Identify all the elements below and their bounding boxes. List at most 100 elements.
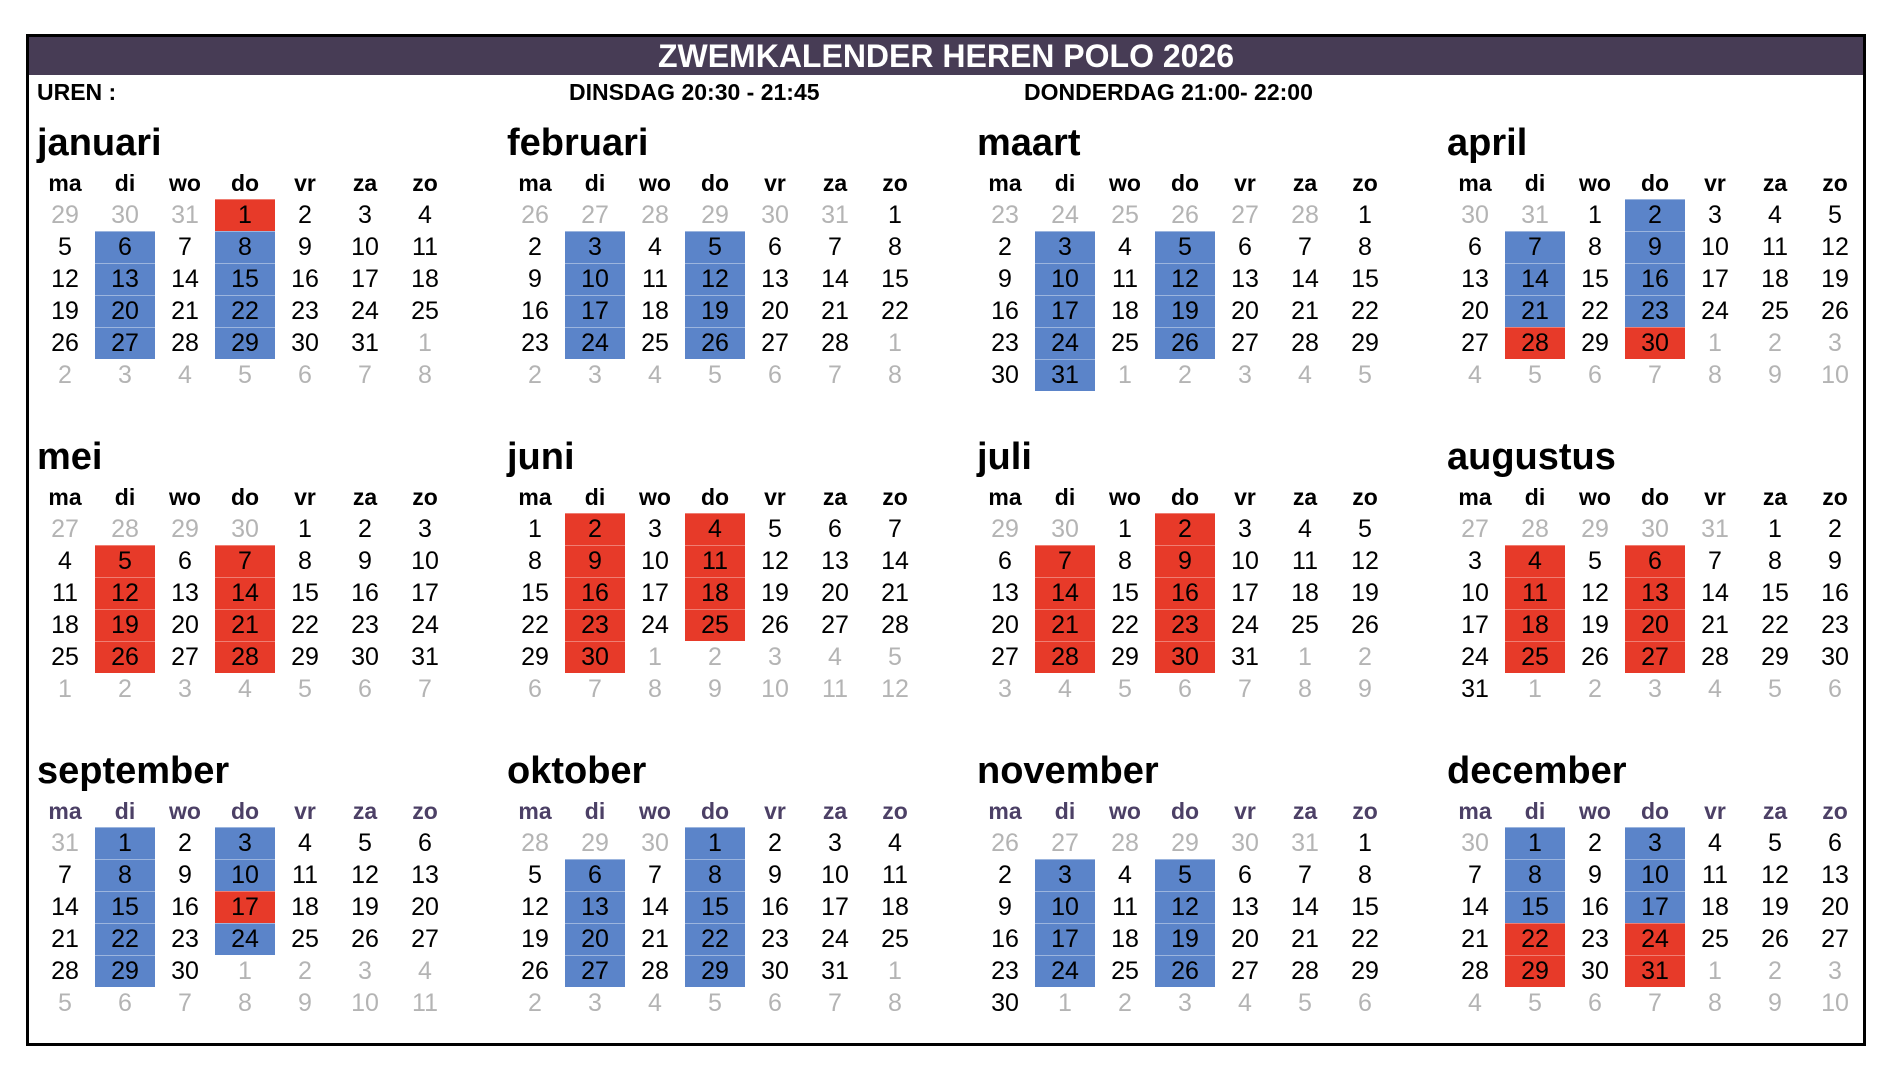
month-weeks: 27 28 29 30 1 2 3 4 5 6 7 8 9 10 11 12 13 14 15 16 17 18 19 20 2…: [35, 513, 455, 705]
weekday-label: zo: [882, 170, 908, 196]
day-cell: 10: [351, 233, 379, 261]
day-cell: 4: [418, 201, 432, 229]
day-cell: 30: [1581, 957, 1609, 985]
week-row: 13 14 15 16 17 18 19: [975, 577, 1395, 609]
day-cell: 8: [298, 547, 312, 575]
day-cell-adjacent: 4: [1298, 361, 1312, 389]
day-cell: 29: [1581, 329, 1609, 357]
day-cell: 4: [1118, 861, 1132, 889]
day-cell-adjacent: 7: [358, 361, 372, 389]
day-cell: 25: [291, 925, 319, 953]
day-cell-adjacent: 9: [708, 675, 722, 703]
week-row: 2 3 4 5 6 7 8: [35, 359, 455, 391]
day-cell-training-blue: 8: [1505, 859, 1565, 891]
weekday-label: zo: [1352, 798, 1378, 824]
weekday-label: ma: [518, 484, 552, 510]
day-cell-training-blue: 29: [215, 327, 275, 359]
day-cell-highlight-red: 23: [565, 609, 625, 641]
week-row: 29 30 1 2 3 4 5: [505, 641, 925, 673]
month-weeks: 30 31 1 2 3 4 5 6 7 8 9 10 11 12 13 14 15 16 17 18 19 20 21 22 2…: [1445, 199, 1865, 391]
day-cell: 11: [292, 861, 318, 889]
weekday-label: wo: [169, 798, 201, 824]
day-cell: 19: [51, 297, 79, 325]
month-title: juni: [507, 436, 575, 478]
day-cell-highlight-red: 1: [215, 199, 275, 231]
weekday-label: ma: [988, 484, 1022, 510]
week-row: 5 6 7 8 9 10 11: [35, 231, 455, 263]
day-cell: 7: [178, 233, 192, 261]
weekday-label: ma: [1458, 484, 1492, 510]
weekday-label: za: [1762, 798, 1788, 824]
weekday-label: wo: [1579, 484, 1611, 510]
day-cell-adjacent: 29: [1581, 515, 1609, 543]
month-weeks: 30 1 2 3 4 5 6 7 8 9 10 11 12 13 14 15 16 17 18 19 20 21 22 23 2…: [1445, 827, 1865, 1019]
week-row: 26 27 28 29 30 31 1: [35, 327, 455, 359]
weekday-label: zo: [412, 798, 438, 824]
weekday-header-row: ma di wo do vr za zo: [975, 169, 1395, 199]
day-cell: 2: [1588, 829, 1602, 857]
day-cell-highlight-red: 25: [1505, 641, 1565, 673]
weekday-label: di: [114, 484, 136, 510]
day-cell-adjacent: 2: [298, 957, 312, 985]
day-cell-adjacent: 7: [1648, 361, 1662, 389]
day-cell-training-blue: 12: [1155, 263, 1215, 295]
weekday-header-row: ma di wo do vr za zo: [975, 483, 1395, 513]
day-cell: 11: [1292, 547, 1318, 575]
day-cell-adjacent: 4: [1058, 675, 1072, 703]
day-cell: 14: [881, 547, 909, 575]
day-cell-adjacent: 28: [1521, 515, 1549, 543]
day-cell-adjacent: 7: [1648, 989, 1662, 1017]
months-grid: januari ma di wo do vr za zo 29 30 31 1 2 3 4 5 6 7 8 9 10…: [29, 111, 1863, 1019]
week-row: 22 23 24 25 26 27 28: [505, 609, 925, 641]
weekday-label: vr: [294, 484, 316, 510]
day-cell: 16: [1821, 579, 1849, 607]
day-cell: 1: [1358, 829, 1372, 857]
day-cell: 20: [821, 579, 849, 607]
day-cell: 7: [888, 515, 902, 543]
day-cell: 24: [641, 611, 669, 639]
day-cell: 21: [1291, 925, 1319, 953]
day-cell-adjacent: 30: [111, 201, 139, 229]
day-cell: 27: [1461, 329, 1489, 357]
day-cell: 16: [291, 265, 319, 293]
day-cell-training-blue: 10: [1625, 859, 1685, 891]
day-cell: 9: [998, 893, 1012, 921]
month-title: maart: [977, 122, 1081, 164]
day-cell: 19: [351, 893, 379, 921]
day-cell: 2: [998, 233, 1012, 261]
weekday-label: do: [1640, 170, 1670, 196]
day-cell: 15: [881, 265, 909, 293]
weekday-label: zo: [1352, 484, 1378, 510]
day-cell: 29: [1761, 643, 1789, 671]
day-cell: 7: [1708, 547, 1722, 575]
day-cell-adjacent: 7: [418, 675, 432, 703]
day-cell: 23: [1581, 925, 1609, 953]
hours-row: UREN : DINSDAG 20:30 - 21:45 DONDERDAG 2…: [29, 75, 1863, 111]
day-cell: 11: [882, 861, 908, 889]
day-cell: 11: [1762, 233, 1788, 261]
day-cell: 30: [1821, 643, 1849, 671]
day-cell-adjacent: 2: [528, 361, 542, 389]
day-cell-adjacent: 5: [888, 643, 902, 671]
day-cell-training-blue: 31: [1035, 359, 1095, 391]
weekday-header-row: ma di wo do vr za zo: [505, 169, 925, 199]
day-cell-adjacent: 4: [828, 643, 842, 671]
weekday-label: zo: [882, 484, 908, 510]
day-cell-adjacent: 28: [111, 515, 139, 543]
day-cell-adjacent: 4: [178, 361, 192, 389]
day-cell: 1: [298, 515, 312, 543]
day-cell: 12: [351, 861, 379, 889]
day-cell-training-blue: 6: [565, 859, 625, 891]
week-row: 17 18 19 20 21 22 23: [1445, 609, 1865, 641]
day-cell-highlight-red: 16: [565, 577, 625, 609]
day-cell-highlight-red: 30: [565, 641, 625, 673]
day-cell-adjacent: 1: [418, 329, 432, 357]
month-weeks: 1 2 3 4 5 6 7 8 9 10 11 12 13 14 15 16 17 18 19 20 21 22 23 24 2…: [505, 513, 925, 705]
day-cell-adjacent: 4: [1238, 989, 1252, 1017]
day-cell: 25: [1291, 611, 1319, 639]
day-cell-training-blue: 20: [565, 923, 625, 955]
day-cell: 21: [881, 579, 909, 607]
day-cell-highlight-red: 5: [95, 545, 155, 577]
month-juni: juni ma di wo do vr za zo 1 2 3 4 5 6 7 8 9 10 11 12 13 14 1…: [505, 431, 925, 705]
weekday-label: wo: [1109, 798, 1141, 824]
